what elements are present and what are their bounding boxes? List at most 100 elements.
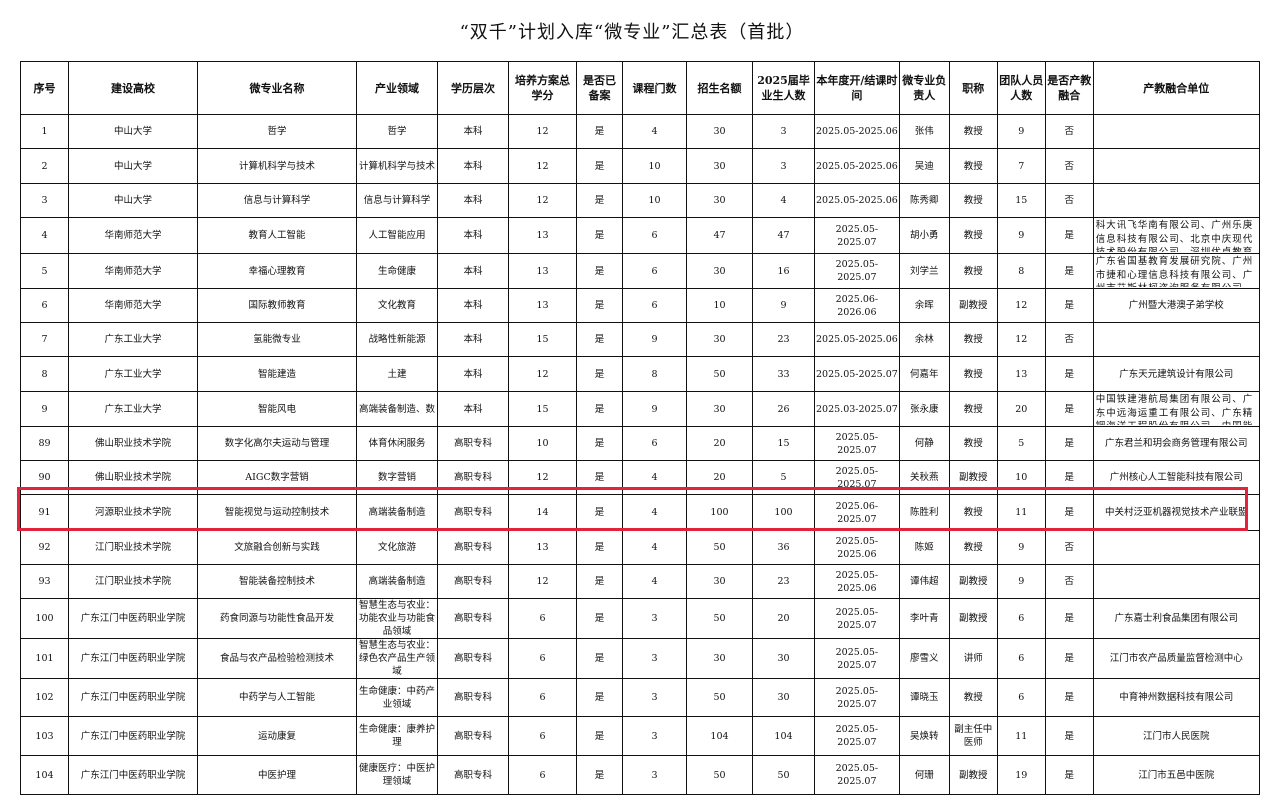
cell-seq: 7 (20, 322, 69, 357)
cell-filed: 是 (576, 678, 623, 717)
cell-course-count: 6 (622, 426, 687, 461)
table-row: 9 广东工业大学 智能风电 高端装备制造、数 本科 15 是 9 30 26 2025.03-202… (20, 391, 1260, 427)
cell-filed: 是 (576, 716, 623, 756)
cell-seq: 104 (20, 755, 69, 795)
cell-leader: 吴迪 (898, 148, 950, 184)
cell-micro-major: AIGC数字营销 (197, 460, 357, 495)
cell-partner: 中关村泛亚机器视觉技术产业联盟 (1092, 494, 1260, 531)
cell-seq: 91 (20, 494, 69, 531)
course-period-text: 2025.05-2025.06 (835, 535, 879, 560)
cell-industry-integration: 是 (1044, 716, 1094, 756)
course-period-text: 2025.05-2025.07 (835, 685, 879, 710)
cell-credits: 6 (508, 678, 577, 717)
cell-partner (1092, 564, 1260, 599)
cell-course-period: 2025.05-2025.07 (814, 460, 900, 495)
cell-partner: 广东君兰和玥会商务管理有限公司 (1092, 426, 1260, 461)
cell-credits: 15 (508, 322, 577, 357)
cell-partner (1092, 322, 1260, 357)
cell-filed: 是 (576, 114, 623, 149)
table-header-row: 序号 建设高校 微专业名称 产业领域 学历层次 培养方案总学分 是否已备案 课程门数 招生名额 2… (20, 61, 1260, 115)
cell-course-period: 2025.05-2025.06 (814, 530, 900, 565)
cell-title: 副主任中医师 (948, 716, 998, 756)
cell-education-level: 高职专科 (437, 678, 509, 717)
cell-industry: 文化旅游 (356, 530, 438, 565)
cell-industry-integration: 否 (1044, 114, 1094, 149)
summary-table: 序号 建设高校 微专业名称 产业领域 学历层次 培养方案总学分 是否已备案 课程门数 招生名额 2… (20, 61, 1260, 795)
cell-graduates-2025: 9 (752, 288, 815, 323)
cell-team-size: 6 (996, 598, 1046, 639)
cell-team-size: 9 (996, 530, 1046, 565)
cell-title: 副教授 (948, 288, 998, 323)
cell-course-period: 2025.05-2025.06 (814, 564, 900, 599)
cell-industry: 计算机科学与技术 (356, 148, 438, 184)
cell-title: 教授 (948, 217, 998, 254)
cell-enrollment: 30 (686, 391, 753, 427)
cell-industry: 智慧生态与农业：功能农业与功能食品领域 (356, 598, 438, 639)
cell-graduates-2025: 3 (752, 114, 815, 149)
cell-education-level: 本科 (437, 253, 509, 289)
cell-filed: 是 (576, 217, 623, 254)
cell-graduates-2025: 30 (752, 638, 815, 679)
cell-seq: 4 (20, 217, 69, 254)
column-header-industry-integration: 是否产教融合 (1044, 61, 1094, 115)
cell-credits: 13 (508, 217, 577, 254)
cell-course-count: 4 (622, 114, 687, 149)
cell-partner: 江门市人民医院 (1092, 716, 1260, 756)
cell-course-count: 9 (622, 391, 687, 427)
cell-course-period: 2025.06-2026.06 (814, 288, 900, 323)
column-header-course-period: 本年度开/结课时间 (814, 61, 900, 115)
cell-industry: 生命健康：康养护理 (356, 716, 438, 756)
cell-filed: 是 (576, 564, 623, 599)
cell-credits: 10 (508, 426, 577, 461)
cell-partner (1092, 148, 1260, 184)
cell-title: 教授 (948, 148, 998, 184)
cell-course-count: 9 (622, 322, 687, 357)
cell-credits: 6 (508, 598, 577, 639)
cell-team-size: 11 (996, 494, 1046, 531)
cell-industry: 生命健康 (356, 253, 438, 289)
cell-title: 教授 (948, 426, 998, 461)
cell-micro-major: 文旅融合创新与实践 (197, 530, 357, 565)
cell-micro-major: 中药学与人工智能 (197, 678, 357, 717)
table-row: 5 华南师范大学 幸福心理教育 生命健康 本科 13 是 6 30 16 2025.05-2025.… (20, 253, 1260, 289)
cell-filed: 是 (576, 638, 623, 679)
cell-micro-major: 智能建造 (197, 356, 357, 392)
cell-team-size: 7 (996, 148, 1046, 184)
cell-team-size: 10 (996, 460, 1046, 495)
table-row: 103 广东江门中医药职业学院 运动康复 生命健康：康养护理 高职专科 6 是 3 104 104… (20, 716, 1260, 756)
table-row: 6 华南师范大学 国际教师教育 文化教育 本科 13 是 6 10 9 2025.06-2026.0… (20, 288, 1260, 323)
cell-industry-integration: 是 (1044, 217, 1094, 254)
table-row: 3 中山大学 信息与计算科学 信息与计算科学 本科 12 是 10 30 4 2025.05-202… (20, 183, 1260, 218)
page-title: “双千”计划入库“微专业”汇总表（首批） (459, 22, 805, 43)
cell-leader: 陈姬 (898, 530, 950, 565)
cell-course-count: 6 (622, 217, 687, 254)
cell-course-count: 3 (622, 755, 687, 795)
column-header-filed: 是否已备案 (576, 61, 623, 115)
cell-enrollment: 30 (686, 564, 753, 599)
cell-enrollment: 104 (686, 716, 753, 756)
cell-micro-major: 智能装备控制技术 (197, 564, 357, 599)
cell-course-period: 2025.05-2025.06 (814, 114, 900, 149)
cell-credits: 6 (508, 716, 577, 756)
cell-partner: 中育神州数据科技有限公司 (1092, 678, 1260, 717)
table-row: 1 中山大学 哲学 哲学 本科 12 是 4 30 3 2025.05-2025.06 张伟 教授 9 否 (20, 114, 1260, 149)
course-period-text: 2025.05-2025.07 (835, 606, 879, 631)
cell-seq: 89 (20, 426, 69, 461)
table-row: 90 佛山职业技术学院 AIGC数字营销 数字营销 高职专科 12 是 4 20 5 2025.05… (20, 460, 1260, 495)
cell-team-size: 13 (996, 356, 1046, 392)
cell-title: 教授 (948, 253, 998, 289)
cell-partner: 广州暨大港澳子弟学校 (1092, 288, 1260, 323)
cell-education-level: 高职专科 (437, 426, 509, 461)
cell-seq: 100 (20, 598, 69, 639)
cell-industry: 体育休闲服务 (356, 426, 438, 461)
cell-filed: 是 (576, 530, 623, 565)
cell-course-count: 3 (622, 716, 687, 756)
cell-credits: 15 (508, 391, 577, 427)
cell-industry: 智慧生态与农业：绿色农产品生产领域 (356, 638, 438, 679)
cell-university: 中山大学 (68, 148, 198, 184)
cell-leader: 张伟 (898, 114, 950, 149)
cell-team-size: 6 (996, 638, 1046, 679)
cell-title: 副教授 (948, 460, 998, 495)
cell-industry-integration: 是 (1044, 426, 1094, 461)
cell-title: 副教授 (948, 564, 998, 599)
